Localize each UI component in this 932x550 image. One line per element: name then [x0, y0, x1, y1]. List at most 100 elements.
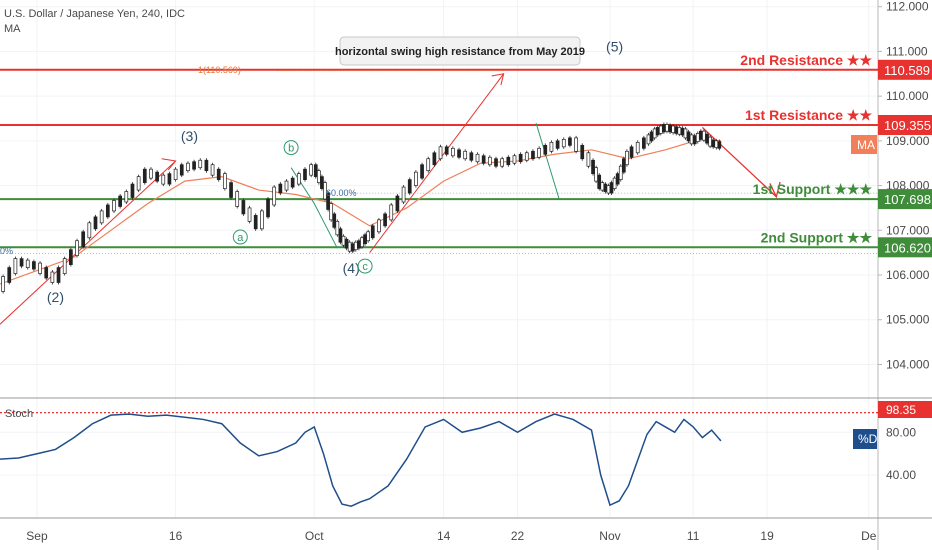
- candle-body: [341, 235, 346, 246]
- sub-wave-circle: [232, 229, 248, 245]
- candle-body: [603, 183, 608, 192]
- sub-wave-label: c: [362, 261, 368, 273]
- stoch-label[interactable]: Stoch: [5, 408, 33, 420]
- price-tick-label: 109.000: [886, 134, 930, 148]
- candle-body: [389, 204, 394, 221]
- candle-body: [714, 140, 719, 148]
- candle-body: [469, 152, 474, 161]
- candle-body: [586, 152, 591, 167]
- fib-mid-label: 60.00%: [326, 188, 357, 198]
- candle-body: [451, 147, 455, 157]
- candle-body: [699, 130, 703, 140]
- candle-body: [290, 177, 295, 188]
- time-tick-label: Sep: [26, 529, 48, 543]
- candle-body: [167, 173, 172, 185]
- ma-tag: MA: [851, 135, 877, 154]
- time-tick-label: Oct: [305, 529, 324, 543]
- candle-body: [25, 259, 30, 268]
- candle-body: [326, 192, 330, 210]
- wave-label: (3): [181, 128, 198, 144]
- target-arrow-head: [769, 181, 781, 199]
- candle-body: [118, 195, 122, 207]
- candle-body: [717, 141, 722, 149]
- candle-body: [475, 153, 480, 163]
- candle-body: [702, 130, 706, 141]
- candle-body: [260, 210, 264, 230]
- candle-body: [689, 134, 694, 145]
- candle-body: [612, 177, 617, 189]
- candle-body: [173, 168, 178, 180]
- level-label: 2nd Resistance ★★: [740, 52, 872, 68]
- price-series: [0, 122, 722, 294]
- level-label: 2nd Support ★★: [761, 229, 873, 245]
- candle-body: [130, 183, 135, 198]
- stoch-value-tag: 98.35: [878, 401, 932, 418]
- candle-body: [112, 200, 116, 212]
- grid: [0, 0, 878, 518]
- price-tick-label: 110.000: [886, 89, 929, 103]
- candle-body: [303, 168, 307, 180]
- candle-body: [56, 267, 61, 283]
- wave-label: (4): [343, 260, 360, 276]
- candle-body: [278, 183, 283, 194]
- candle-body: [13, 258, 18, 274]
- time-tick-label: 14: [437, 529, 451, 543]
- candle-body: [518, 153, 523, 163]
- candle-body: [414, 171, 418, 186]
- candle-body: [124, 191, 129, 203]
- candle-body: [44, 267, 49, 279]
- candle-body: [142, 168, 147, 183]
- candle-body: [680, 127, 685, 136]
- candle-body: [296, 173, 301, 185]
- annotation-callout[interactable]: horizontal swing high resistance from Ma…: [335, 36, 585, 66]
- candle-body: [204, 159, 209, 172]
- candle-body: [537, 147, 541, 158]
- stoch-line: [0, 413, 722, 508]
- candle-body: [223, 173, 227, 189]
- time-tick-label: 16: [169, 529, 183, 543]
- candle-body: [192, 161, 196, 170]
- candle-body: [360, 237, 364, 248]
- candle-body: [161, 174, 166, 185]
- range-arrow: [535, 122, 560, 200]
- candle-body: [344, 238, 349, 249]
- candle-body: [629, 146, 634, 158]
- candle-body: [549, 141, 554, 152]
- candle-body: [309, 164, 314, 176]
- candle-body: [383, 213, 387, 227]
- candle-body: [19, 258, 24, 267]
- candle-body: [105, 204, 110, 218]
- candle-body: [500, 158, 505, 167]
- candle-body: [594, 167, 598, 182]
- target-arrow: [701, 126, 777, 198]
- candle-body: [81, 231, 86, 248]
- stoch-d-tag: %D: [853, 429, 878, 449]
- sub-wave-label: a: [237, 232, 244, 244]
- time-tick-label: 19: [760, 529, 774, 543]
- time-tick-label: De: [861, 529, 877, 543]
- candle-body: [353, 241, 358, 251]
- stoch-tick-label: 80.00: [886, 425, 916, 439]
- stoch-tick-label: 40.00: [886, 468, 916, 482]
- candle-body: [432, 152, 437, 166]
- candle-body: [266, 198, 270, 218]
- candle-body: [149, 168, 153, 179]
- candle-body: [87, 222, 92, 239]
- price-tick-label: 105.000: [886, 313, 930, 327]
- candle-body: [677, 127, 682, 135]
- candle-body: [136, 176, 141, 191]
- candle-body: [512, 155, 517, 164]
- candle-body: [235, 191, 240, 207]
- candle-body: [625, 150, 629, 166]
- candle-body: [75, 240, 79, 257]
- candle-body: [671, 125, 675, 134]
- candle-body: [366, 231, 370, 242]
- stoch-value-tag-bg: [878, 401, 932, 418]
- indicator-label[interactable]: MA: [4, 23, 21, 35]
- candle-body: [642, 137, 646, 149]
- candle-body: [683, 128, 688, 139]
- time-tick-label: Nov: [599, 529, 620, 543]
- candle-body: [555, 140, 560, 149]
- candle-body: [50, 271, 55, 283]
- candle-body: [247, 207, 252, 222]
